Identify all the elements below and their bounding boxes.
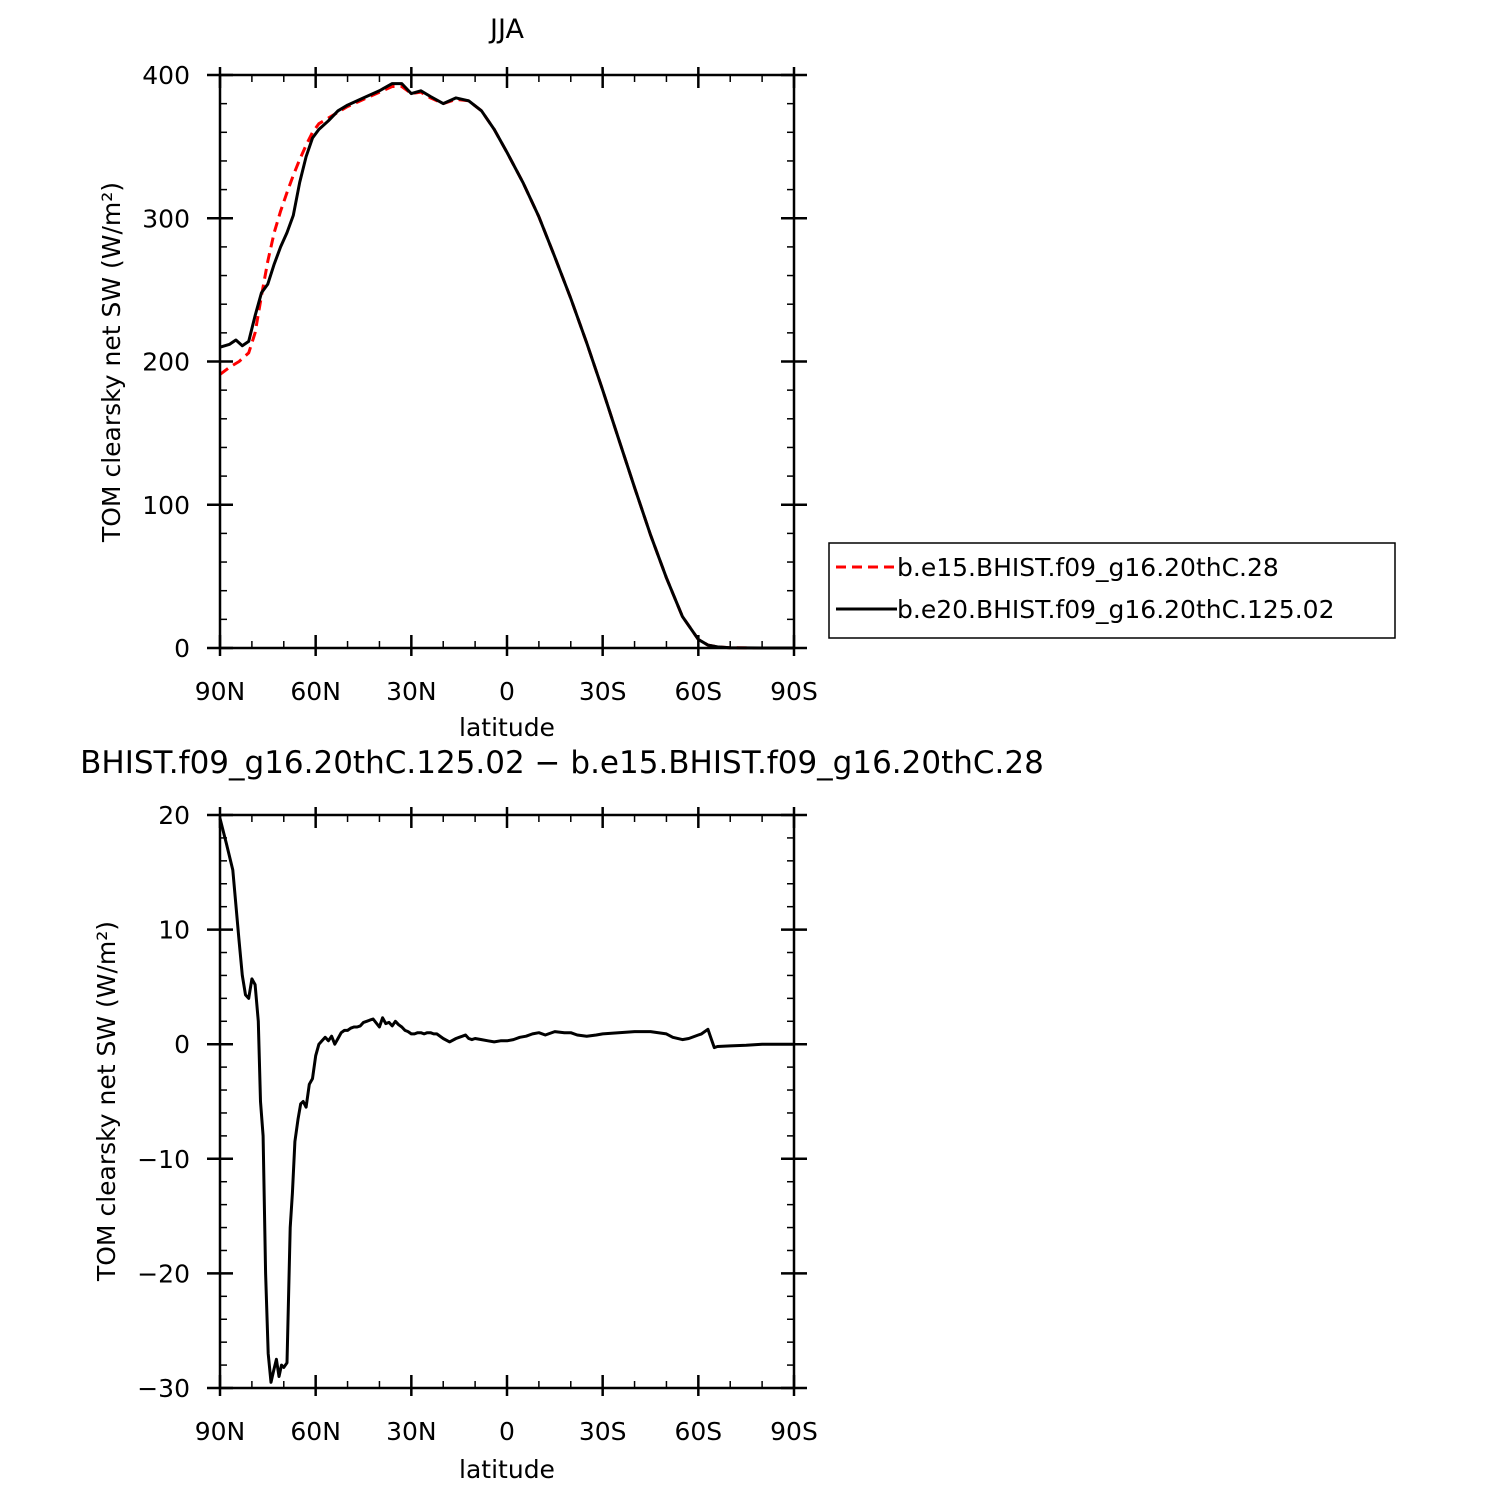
x-tick-label: 90S bbox=[770, 677, 818, 706]
top-chart: JJA 90N 60N 30N 0 30S 60S 90S 0 100 200 300 400 lat… bbox=[97, 14, 818, 742]
y-tick-label: 100 bbox=[142, 491, 190, 520]
y-tick-label: 0 bbox=[174, 1030, 190, 1059]
y-tick-label: 10 bbox=[158, 916, 190, 945]
x-tick-label: 90N bbox=[195, 1417, 246, 1446]
y-tick-label: 20 bbox=[158, 801, 190, 830]
x-tick-label: 30S bbox=[579, 1417, 627, 1446]
bottom-chart: BHIST.f09_g16.20thC.125.02 − b.e15.BHIST… bbox=[80, 745, 1044, 1484]
top-chart-y-axis-label: TOM clearsky net SW (W/m²) bbox=[97, 182, 126, 543]
y-tick-label: −30 bbox=[137, 1374, 190, 1403]
x-tick-label: 30N bbox=[386, 1417, 437, 1446]
top-chart-series-line-2 bbox=[219, 82, 794, 650]
legend-label-e15: b.e15.BHIST.f09_g16.20thC.28 bbox=[897, 553, 1279, 582]
legend-box bbox=[828, 542, 1396, 639]
top-chart-series-line-1 bbox=[219, 85, 794, 650]
y-tick-label: 0 bbox=[174, 634, 190, 663]
y-tick-label: −10 bbox=[137, 1145, 190, 1174]
top-chart-x-axis-label: latitude bbox=[459, 713, 555, 742]
bottom-chart-x-axis-label: latitude bbox=[459, 1455, 555, 1484]
legend: b.e15.BHIST.f09_g16.20thC.28 b.e20.BHIST… bbox=[828, 542, 1396, 639]
y-tick-label: 200 bbox=[142, 348, 190, 377]
y-tick-label: 300 bbox=[142, 204, 190, 233]
legend-label-e20: b.e20.BHIST.f09_g16.20thC.125.02 bbox=[897, 595, 1334, 624]
x-tick-label: 0 bbox=[499, 677, 515, 706]
top-chart-title: JJA bbox=[488, 14, 524, 45]
y-tick-label: 400 bbox=[142, 61, 190, 90]
x-tick-label: 60N bbox=[290, 1417, 341, 1446]
x-tick-label: 90S bbox=[770, 1417, 818, 1446]
x-tick-label: 0 bbox=[499, 1417, 515, 1446]
bottom-chart-y-axis-label: TOM clearsky net SW (W/m²) bbox=[92, 921, 121, 1282]
bottom-chart-title: BHIST.f09_g16.20thC.125.02 − b.e15.BHIST… bbox=[80, 745, 1044, 781]
x-tick-label: 30S bbox=[579, 677, 627, 706]
x-tick-label: 30N bbox=[386, 677, 437, 706]
x-tick-label: 90N bbox=[195, 677, 246, 706]
x-tick-label: 60S bbox=[674, 677, 722, 706]
x-tick-label: 60N bbox=[290, 677, 341, 706]
y-tick-label: −20 bbox=[137, 1259, 190, 1288]
x-tick-label: 60S bbox=[674, 1417, 722, 1446]
bottom-chart-series-line-1 bbox=[218, 818, 794, 1384]
